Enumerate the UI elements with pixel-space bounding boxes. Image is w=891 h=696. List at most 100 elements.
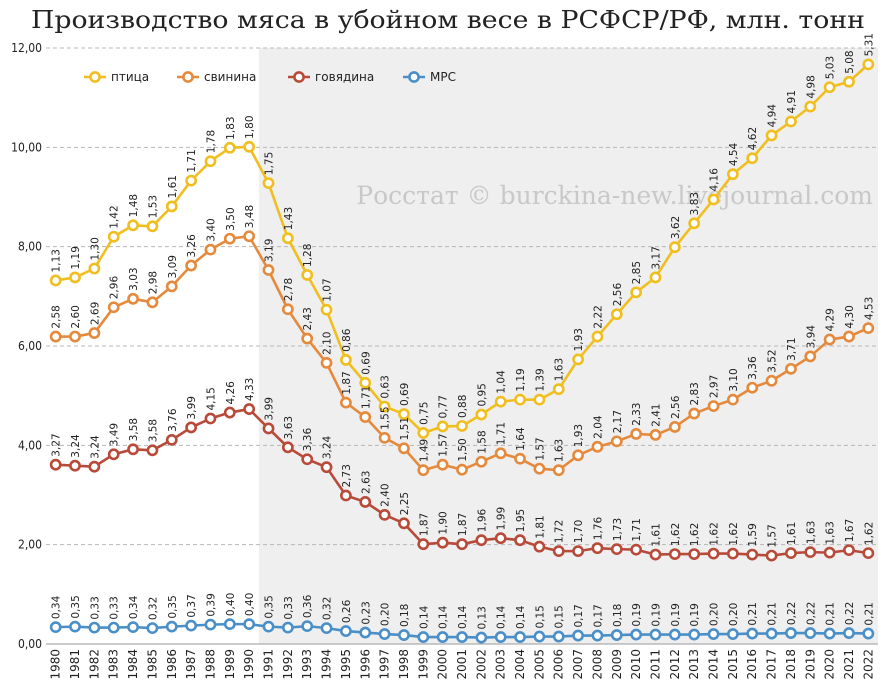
legend-label: МРС	[430, 70, 456, 84]
data-point	[746, 381, 759, 394]
data-label: 1,71	[360, 386, 372, 409]
data-label: 0,26	[341, 599, 353, 623]
x-tick-label: 2016	[745, 649, 759, 680]
data-point	[359, 626, 372, 639]
data-label: 1,80	[244, 115, 256, 138]
data-label: 0,17	[573, 604, 585, 627]
data-point	[726, 168, 739, 181]
data-point	[223, 618, 236, 631]
data-label: 1,13	[51, 249, 63, 272]
data-label: 0,18	[399, 604, 411, 627]
data-label: 2,83	[689, 382, 701, 405]
data-label: 0,75	[418, 402, 430, 425]
data-point	[340, 354, 352, 366]
data-label: 2,98	[147, 271, 159, 294]
x-axis-ticks: 1980 1981 1982 1983 1984 1985 1986 1987 1988 1989…	[49, 649, 876, 680]
data-label: 0,22	[786, 602, 798, 625]
data-point	[69, 459, 81, 472]
data-label: 0,35	[70, 595, 82, 618]
data-point	[765, 627, 778, 640]
x-tick-label: 2015	[726, 649, 740, 680]
data-point	[281, 621, 294, 634]
x-tick-label: 2013	[687, 649, 701, 680]
data-label: 1,53	[147, 195, 159, 218]
data-point	[456, 631, 468, 643]
data-point	[785, 362, 797, 375]
data-point	[533, 540, 546, 553]
data-label: 1,28	[302, 244, 314, 267]
data-point	[746, 548, 759, 561]
x-tick-label: 1991	[262, 649, 276, 680]
data-label: 3,24	[322, 435, 334, 459]
data-label: 4,16	[709, 168, 721, 192]
data-point	[204, 618, 217, 631]
data-label: 4,98	[805, 75, 817, 98]
data-point	[262, 264, 275, 276]
data-point	[69, 330, 81, 343]
data-label: 1,95	[515, 509, 527, 532]
data-label: 0,21	[825, 602, 837, 625]
data-label: 2,40	[380, 483, 392, 506]
x-tick-label: 1986	[165, 649, 179, 680]
data-point	[494, 447, 507, 460]
data-label: 0,34	[51, 595, 63, 619]
data-point	[475, 534, 488, 547]
data-point	[591, 542, 604, 555]
data-label: 4,15	[205, 387, 217, 410]
x-tick-label: 2020	[823, 649, 837, 680]
x-tick-label: 1982	[87, 649, 101, 680]
data-label: 1,04	[496, 370, 508, 394]
data-label: 0,23	[360, 601, 372, 624]
data-point	[146, 296, 159, 309]
data-point	[862, 627, 875, 640]
data-point	[340, 396, 352, 409]
data-point	[49, 274, 62, 287]
data-label: 5,03	[825, 56, 837, 79]
data-label: 4,30	[844, 305, 856, 328]
data-point	[746, 627, 759, 640]
data-point	[552, 383, 565, 396]
data-label: 2,96	[109, 276, 121, 300]
data-label: 3,48	[244, 205, 256, 228]
data-label: 0,77	[438, 395, 450, 418]
x-tick-label: 2014	[707, 649, 721, 680]
data-label: 0,35	[167, 595, 179, 618]
data-label: 1,50	[457, 438, 469, 461]
data-label: 0,14	[515, 605, 527, 629]
x-tick-label: 2006	[552, 649, 566, 680]
data-point	[494, 631, 507, 643]
data-point	[165, 280, 178, 293]
data-point	[436, 420, 449, 433]
data-point	[785, 547, 797, 560]
data-point	[649, 628, 662, 641]
data-point	[707, 547, 720, 560]
x-tick-label: 1999	[416, 649, 430, 680]
data-label: 0,13	[476, 606, 488, 629]
data-label: 0,69	[399, 383, 411, 406]
data-label: 3,63	[283, 416, 295, 439]
data-label: 3,24	[89, 435, 101, 459]
data-label: 1,42	[109, 205, 121, 228]
data-point	[88, 621, 101, 634]
data-label: 0,69	[360, 351, 372, 374]
data-label: 1,61	[786, 522, 798, 545]
data-point	[533, 462, 546, 475]
x-tick-label: 2008	[590, 649, 604, 680]
data-point	[185, 421, 198, 434]
data-point	[146, 220, 159, 233]
data-point	[243, 618, 256, 631]
data-point	[533, 393, 546, 406]
data-point	[649, 271, 662, 284]
x-tick-label: 2012	[668, 649, 682, 680]
data-label: 4,94	[767, 104, 779, 128]
data-point	[320, 461, 333, 474]
data-label: 2,69	[89, 302, 101, 325]
data-label: 0,40	[225, 593, 237, 616]
data-label: 3,62	[670, 216, 682, 239]
data-label: 1,49	[418, 439, 430, 462]
data-label: 5,08	[844, 50, 856, 73]
data-label: 1,63	[825, 521, 837, 544]
data-point	[533, 630, 546, 643]
data-label: 1,83	[225, 116, 237, 139]
data-point	[591, 330, 604, 343]
